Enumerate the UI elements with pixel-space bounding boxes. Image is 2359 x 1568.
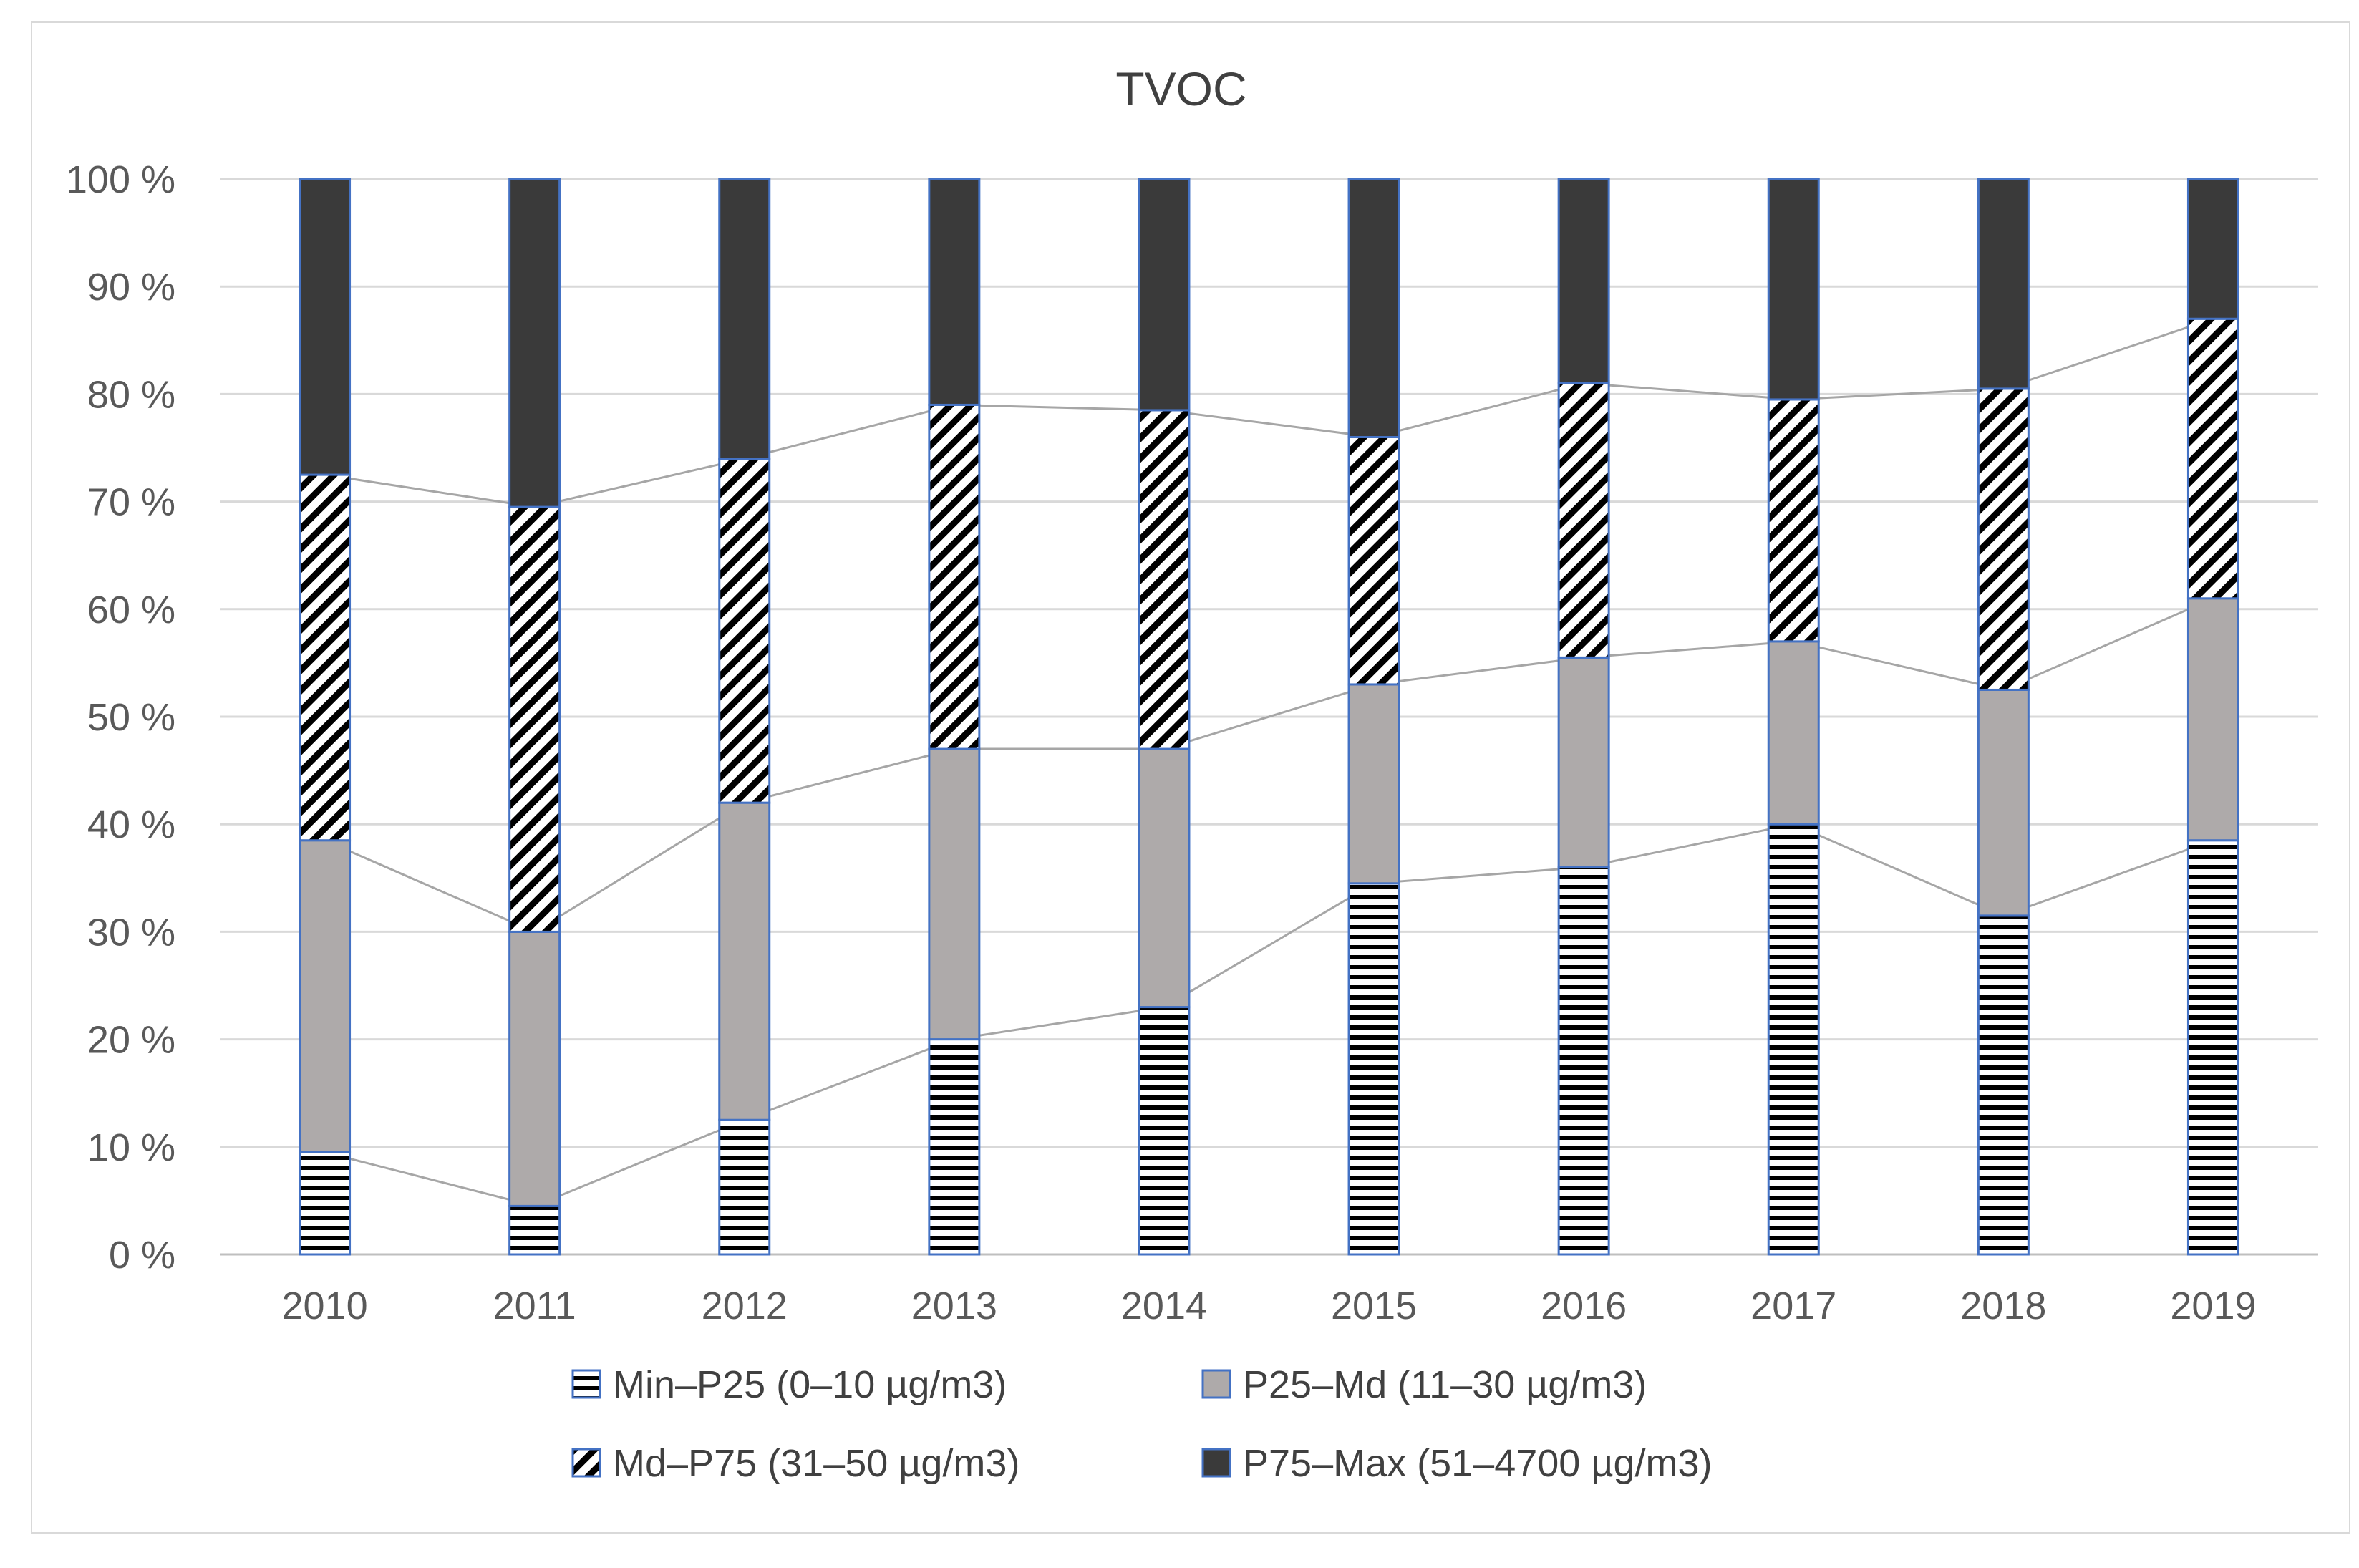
bar-segment <box>718 1118 771 1256</box>
x-tick-label: 2016 <box>1541 1284 1627 1327</box>
legend-label: Min–P25 (0–10 µg/m3) <box>613 1363 1007 1406</box>
bar-segment <box>508 178 561 508</box>
bar-segment <box>1347 683 1400 885</box>
y-tick-label: 20 % <box>87 1019 175 1062</box>
legend-swatch <box>571 1448 601 1478</box>
legend-label: P75–Max (51–4700 µg/m3) <box>1243 1442 1713 1485</box>
bar-segment <box>299 839 352 1153</box>
chart-title: TVOC <box>1115 62 1246 115</box>
bar-segment <box>718 458 771 804</box>
bar-segment <box>1557 656 1610 868</box>
bar-segment <box>1138 178 1191 412</box>
bar-segment <box>928 403 981 750</box>
chart-frame: TVOC 0 % 10 % 20 % 30 % 40 % 50 % 60 % 70 % 80 %… <box>31 21 2350 1534</box>
series-line <box>324 823 2214 1207</box>
x-tick-label: 2011 <box>493 1284 576 1327</box>
x-tick-label: 2010 <box>281 1284 367 1327</box>
bar-segment <box>1138 1006 1191 1256</box>
bar-segment <box>1347 435 1400 686</box>
bar-segment <box>2186 597 2239 842</box>
bar-segment <box>928 178 981 406</box>
bar-segment <box>1977 387 2030 691</box>
bar-segment <box>299 178 352 476</box>
legend: Min–P25 (0–10 µg/m3) P25–Md (11–30 µg/m3)… <box>571 1363 1713 1485</box>
bar-segment <box>1767 640 1820 826</box>
bar-segment <box>1557 866 1610 1256</box>
bar-segment <box>2186 839 2239 1256</box>
bar-segment <box>1767 398 1820 643</box>
legend-swatch <box>571 1369 601 1399</box>
y-tick-label: 0 % <box>109 1234 175 1277</box>
bar-segment <box>2186 317 2239 600</box>
x-tick-label: 2017 <box>1750 1284 1836 1327</box>
x-tick-label: 2014 <box>1121 1284 1207 1327</box>
bar-segment <box>299 473 352 842</box>
y-tick-label: 30 % <box>87 911 175 954</box>
bar-segment <box>1977 688 2030 917</box>
bar-segment <box>928 1038 981 1256</box>
bar-segment <box>1557 382 1610 659</box>
y-tick-label: 10 % <box>87 1126 175 1169</box>
bar-layer <box>299 178 2239 1256</box>
bar-segment <box>1138 747 1191 1009</box>
series-line <box>324 317 2214 508</box>
bar-segment <box>1977 178 2030 390</box>
y-tick-label: 100 % <box>66 158 175 201</box>
legend-swatch <box>1201 1448 1231 1478</box>
series-connector-lines <box>324 317 2214 1207</box>
x-tick-label: 2013 <box>911 1284 997 1327</box>
y-tick-label: 70 % <box>87 481 175 524</box>
bar-segment <box>1347 882 1400 1256</box>
x-tick-label: 2018 <box>1960 1284 2046 1327</box>
legend-swatch <box>1201 1369 1231 1399</box>
bar-segment <box>508 930 561 1207</box>
bar-segment <box>299 1151 352 1256</box>
y-tick-label: 60 % <box>87 589 175 631</box>
x-tick-label: 2019 <box>2170 1284 2256 1327</box>
y-tick-label: 80 % <box>87 373 175 416</box>
x-tick-label: 2015 <box>1331 1284 1417 1327</box>
bar-segment <box>718 178 771 460</box>
y-tick-label: 90 % <box>87 266 175 309</box>
x-tick-label: 2012 <box>702 1284 788 1327</box>
y-axis-ticks: 0 % 10 % 20 % 30 % 40 % 50 % 60 % 70 % 80 % 90 % 1… <box>66 158 175 1277</box>
legend-label: Md–P75 (31–50 µg/m3) <box>613 1442 1019 1485</box>
bar-segment <box>1767 823 1820 1256</box>
chart-svg: TVOC 0 % 10 % 20 % 30 % 40 % 50 % 60 % 70 % 80 %… <box>66 62 2318 1485</box>
bar-segment <box>1138 409 1191 750</box>
x-axis-ticks: 2010 2011 2012 2013 2014 2015 2016 2017 2018 2019 <box>281 1284 2256 1327</box>
series-line <box>324 597 2214 934</box>
bar-segment <box>1977 914 2030 1256</box>
bar-segment <box>508 505 561 933</box>
bar-segment <box>718 801 771 1121</box>
bar-segment <box>928 747 981 1041</box>
y-tick-label: 50 % <box>87 696 175 739</box>
legend-label: P25–Md (11–30 µg/m3) <box>1243 1363 1647 1406</box>
bar-segment <box>1767 178 1820 401</box>
bar-segment <box>2186 178 2239 320</box>
bar-segment <box>1557 178 1610 384</box>
bar-segment <box>508 1204 561 1256</box>
bar-segment <box>1347 178 1400 438</box>
y-tick-label: 40 % <box>87 803 175 846</box>
